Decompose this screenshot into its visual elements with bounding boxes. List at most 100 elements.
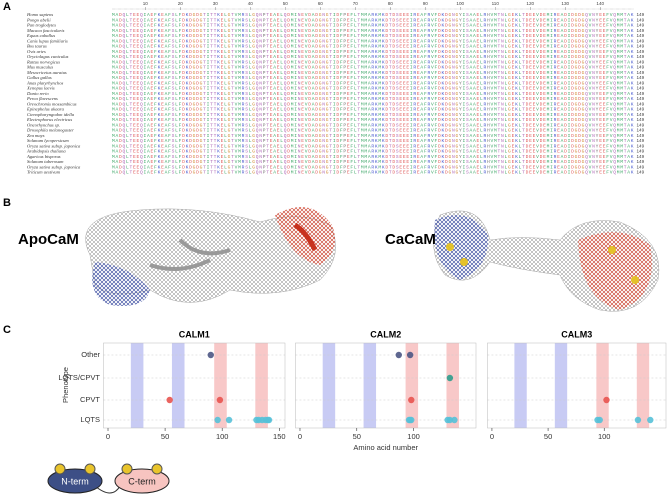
x-tick-label: 50 [161,432,169,441]
species-name: Bos taurus [27,44,47,49]
sequence: MADQLTEEQIAEFKEAFSLFDKDGDGTITTKELGTVMRSL… [112,170,634,176]
ruler-label: 110 [492,1,500,6]
sequence: MADQLTEEQIAEFKEAFSLFDKDGDGTITTKELGTVMRSL… [112,28,634,34]
sequence: MADQLTEEQIAEFKEAFSLFDKDGDGTITTKELGTVMRSL… [112,54,634,60]
species-name: Macaca fascicularis [26,28,65,33]
sequence-end: 149 [637,44,645,49]
point [207,351,214,359]
structure-label: CaCaM [385,231,436,248]
species-name: Arabidopsis thaliana [26,149,66,154]
ruler-label: 100 [456,1,464,6]
x-tick-label: 0 [106,432,110,441]
point [406,351,414,359]
sequence-end: 149 [637,170,645,175]
sequence-end: 149 [637,101,645,106]
domain-band [405,343,419,428]
species-name: Agaricus bisporus [26,154,61,159]
point [216,396,224,404]
sequence-end: 149 [637,107,645,112]
sequence: MADQLTEEQIAEFKEAFSLFDKDGDGTITTKELGTVMRSL… [112,101,634,107]
sequence: MADQLTEEQIAEFKEAFSLFDKDGDGTITTKELGTVMRSL… [112,17,634,23]
sequence: MADQLTEEQIAEFKEAFSLFDKDGDGTITTKELGTVMRSL… [112,65,634,71]
ruler-label: 50 [283,1,289,6]
sequence: MADQLTEEQIAEFKEAFSLFDKDGDGTITTKELGTVMRSL… [112,91,634,97]
domain-label: N-term [61,476,89,486]
domain-label: C-term [128,476,156,486]
domain-band [596,343,609,428]
domain-band [363,343,377,428]
species-name: Triticum aestivum [27,170,61,175]
domain-band [554,343,568,428]
x-axis-label: Amino acid number [353,443,418,452]
facet-title: CALM2 [370,329,401,339]
species-name: Rattus norvegicus [26,59,60,64]
point [214,416,221,424]
species-name: Oncorhynchus sp. [27,122,60,127]
point [451,416,458,424]
sequence-end: 149 [637,96,645,101]
plot-frame [295,342,477,429]
point [408,396,415,404]
sequence: MADQLTEEQIAEFKEAFSLFDKDGDGTITTKELGTVMRSL… [112,33,634,39]
species-name: Epinephelus akaara [26,107,65,112]
sequence-end: 149 [637,86,645,91]
sequence: MADQLTEEQIAEFKEAFSLFDKDGDGTITTKELGTVMRSL… [112,133,634,139]
sequence: MADQLTEEQIAEFKEAFSLFDKDGDGTITTKELGTVMRSL… [112,122,634,128]
species-name: Solanum lycopersicum [27,138,69,143]
sequence: MADQLTEEQIAEFKEAFSLFDKDGDGTITTKELGTVMRSL… [112,164,634,170]
sequence-end: 149 [637,38,645,43]
sequence: MADQLTEEQIAEFKEAFSLFDKDGDGTITTKELGTVMRSL… [112,75,634,81]
apo-structure [85,207,336,306]
sequence-end: 149 [637,128,645,133]
facet-title: CALM3 [561,329,592,339]
ruler-label: 80 [388,1,394,6]
point [395,351,402,359]
species-name: Gallus gallus [27,75,52,80]
sequence-end: 149 [637,138,645,143]
sequence-end: 149 [637,164,645,169]
species-name: Oreochromis mossambicus [27,101,77,106]
structure-label: ApoCaM [18,231,79,248]
sequence-end: 149 [637,91,645,96]
domain-band [171,343,185,428]
point [596,416,603,424]
sequence: MADQLTEEQIAEFKEAFSLFDKDGDGTITTKELGTVMRSL… [112,112,634,118]
ca-structure [433,210,660,312]
sequence-end: 149 [637,143,645,148]
sequence: MADQLTEEQIAEFKEAFSLFDKDGDGTITTKELGTVMRSL… [112,38,634,44]
species-name: Homo sapiens [26,12,53,17]
ruler-label: 40 [248,1,254,6]
sequence-end: 149 [637,49,645,54]
sequence: MADQLTEEQIAEFKEAFSLFDKDGDGTITTKELGTVMRSL… [112,143,634,149]
sequence: MADQLTEEQIAEFKEAFSLFDKDGDGTITTKELGTVMRSL… [112,86,634,92]
sequence-end: 149 [637,12,645,17]
species-name: Mesocricetus auratus [26,70,67,75]
species-name: Oryza sativa subsp. japonica [27,143,81,148]
x-tick-label: 100 [407,432,420,441]
sequence-end: 149 [637,75,645,80]
ruler-label: 130 [561,1,569,6]
sequence-end: 149 [637,154,645,159]
plot-frame [103,342,286,429]
species-name: Canis lupus familiaris [27,38,68,43]
ruler-label: 20 [178,1,184,6]
species-name: Pongo abelii [26,17,51,22]
sequence: MADQLTEEQIAEFKEAFSLFDKDGDGTITTKELGTVMRSL… [112,117,634,123]
y-tick-label: LQTS/CPVT [58,373,100,382]
x-tick-label: 50 [544,432,552,441]
ruler-label: 60 [318,1,324,6]
ruler-label: 120 [526,1,534,6]
panel-label: A [3,1,11,13]
species-name: Zea mays [27,133,45,138]
domain-band [636,343,650,428]
species-name: Drosophila melanogaster [26,128,74,133]
domain-band [214,343,227,428]
sequence-end: 149 [637,159,645,164]
cam-schematic [47,463,170,494]
sequence: MADQLTEEQIAEFKEAFSLFDKDGDGTITTKELGTVMRSL… [112,154,634,160]
sequence-end: 149 [637,33,645,38]
sequence-end: 149 [637,28,645,33]
plot-frame [487,342,667,429]
point [408,416,415,424]
